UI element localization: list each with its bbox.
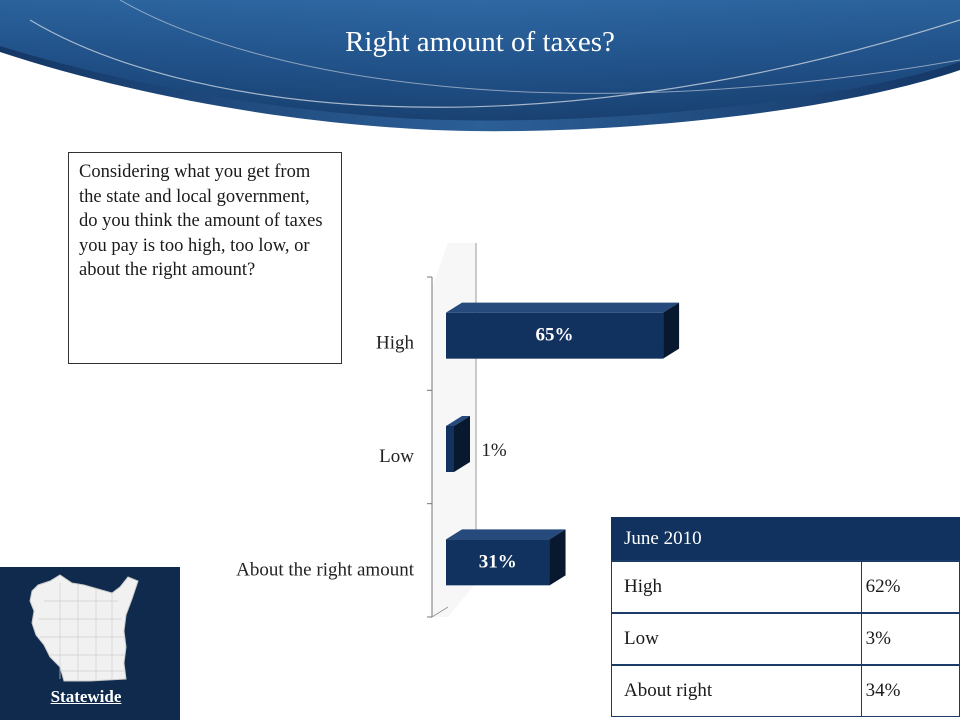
table-row-label: Low bbox=[611, 612, 862, 666]
title-banner bbox=[0, 0, 960, 132]
chart-bars bbox=[446, 302, 680, 586]
bar-side bbox=[663, 302, 680, 359]
bar-top bbox=[446, 529, 566, 540]
bar-top bbox=[446, 416, 470, 426]
bar bbox=[446, 416, 470, 472]
table-row: About right 34% bbox=[611, 664, 960, 717]
table-row-value: 3% bbox=[860, 612, 960, 666]
trend-table-header: June 2010 bbox=[611, 517, 960, 562]
bar-front bbox=[446, 539, 550, 586]
region-map-tile: Statewide bbox=[0, 567, 180, 720]
table-row: High 62% bbox=[611, 560, 960, 614]
slide-title: Right amount of taxes? bbox=[345, 26, 615, 58]
chart-labels: High 65% Low 1% About the right amount 31% bbox=[236, 325, 573, 581]
category-label: About the right amount bbox=[236, 559, 415, 580]
trend-table: June 2010 High 62% Low 3% About right 34… bbox=[611, 517, 960, 717]
table-row: Low 3% bbox=[611, 612, 960, 666]
table-row-value: 62% bbox=[860, 560, 960, 614]
axis-floor-edge bbox=[431, 606, 449, 618]
bar-front bbox=[446, 426, 454, 472]
data-label: 65% bbox=[536, 325, 574, 346]
category-label: Low bbox=[379, 446, 414, 467]
bar bbox=[446, 302, 680, 359]
data-label: 1% bbox=[481, 440, 507, 461]
bar bbox=[446, 529, 566, 586]
table-row-label: High bbox=[611, 560, 862, 614]
table-row-value: 34% bbox=[860, 664, 960, 717]
bar-side bbox=[549, 529, 566, 586]
data-label: 31% bbox=[479, 551, 517, 572]
question-text-box: Considering what you get from the state … bbox=[68, 152, 342, 364]
wisconsin-map-icon bbox=[29, 574, 139, 682]
bar-front bbox=[446, 312, 664, 359]
region-label: Statewide bbox=[50, 687, 122, 706]
bar-side bbox=[454, 416, 470, 472]
table-row-label: About right bbox=[611, 664, 862, 717]
bar-top bbox=[446, 302, 680, 313]
category-label: High bbox=[376, 333, 415, 354]
